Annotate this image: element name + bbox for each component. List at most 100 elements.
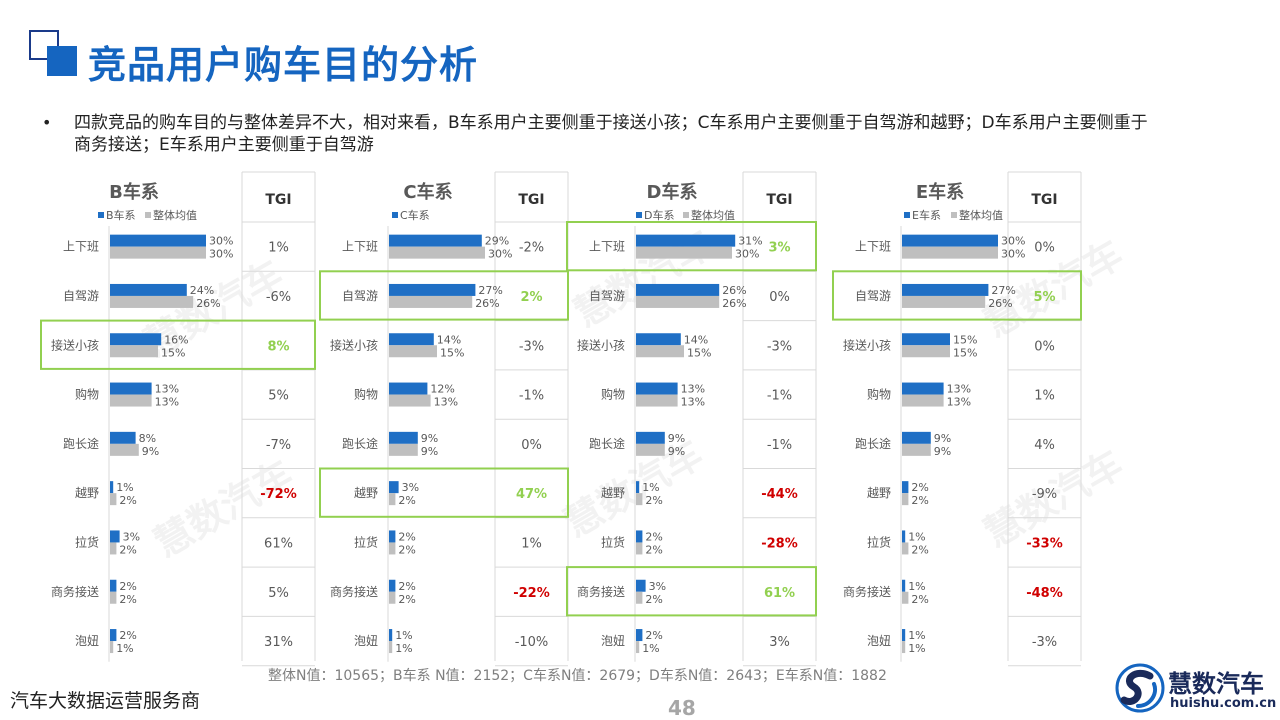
tgi-value: 4% — [1034, 438, 1055, 453]
tgi-value: 3% — [768, 241, 790, 256]
data-label-series: 29% — [485, 235, 509, 248]
data-label-overall: 15% — [953, 346, 977, 359]
data-label-series: 2% — [398, 580, 415, 593]
category-label: 泡妞 — [354, 634, 378, 648]
data-label-series: 15% — [953, 333, 977, 346]
data-label-series: 13% — [681, 383, 705, 396]
bar-overall — [902, 493, 909, 506]
data-label-series: 27% — [991, 284, 1015, 297]
tgi-value: -1% — [519, 389, 544, 404]
bar-overall — [389, 591, 396, 604]
bar-series — [902, 481, 909, 494]
data-label-series: 3% — [649, 580, 666, 593]
data-label-series: 13% — [155, 383, 179, 396]
data-label-overall: 1% — [395, 642, 412, 655]
bar-overall — [636, 591, 643, 604]
bar-series — [636, 283, 720, 296]
category-label: 泡妞 — [601, 634, 625, 648]
category-label: 自驾游 — [589, 289, 625, 303]
title-decoration-outline — [29, 30, 59, 60]
data-label-series: 30% — [1001, 235, 1025, 248]
bar-overall — [110, 542, 117, 555]
bar-series — [389, 530, 396, 543]
category-label: 拉货 — [601, 534, 625, 549]
legend-label-series: E车系 — [912, 208, 941, 222]
category-label: 上下班 — [63, 240, 99, 254]
tgi-value: -72% — [260, 487, 297, 502]
data-label-overall: 30% — [209, 248, 233, 261]
bar-overall — [389, 493, 396, 506]
bar-series — [636, 382, 678, 395]
highlight-box — [566, 221, 817, 272]
category-label: 跑长途 — [342, 436, 378, 451]
legend-label-series: B车系 — [106, 208, 136, 222]
bar-overall — [110, 591, 117, 604]
tgi-value: -3% — [767, 339, 792, 354]
data-label-overall: 13% — [947, 396, 971, 409]
tgi-value: 5% — [268, 389, 289, 404]
data-label-overall: 30% — [488, 248, 512, 261]
data-label-overall: 13% — [155, 396, 179, 409]
bar-overall — [902, 542, 909, 555]
tgi-value: 1% — [521, 536, 542, 551]
data-label-overall: 26% — [196, 297, 220, 310]
summary-text: 四款竞品的购车目的与整体差异不大，相对来看，B车系用户主要侧重于接送小孩；C车系… — [74, 113, 1148, 155]
category-label: 购物 — [354, 387, 378, 402]
bar-overall — [636, 394, 678, 407]
bar-series — [636, 629, 643, 642]
tgi-value: -10% — [515, 635, 549, 650]
bar-overall — [636, 641, 640, 654]
bar-overall — [389, 542, 396, 555]
bar-series — [902, 431, 931, 444]
data-label-overall: 30% — [735, 248, 759, 261]
bar-series — [110, 431, 136, 444]
page-number: 48 — [668, 696, 696, 720]
data-label-overall: 2% — [911, 494, 928, 507]
data-label-overall: 26% — [475, 297, 499, 310]
bar-series — [389, 629, 393, 642]
data-label-series: 8% — [139, 432, 156, 445]
tgi-value: -3% — [1032, 635, 1057, 650]
bar-overall — [389, 641, 393, 654]
data-label-overall: 9% — [142, 445, 159, 458]
data-label-overall: 26% — [988, 297, 1012, 310]
category-label: 商务接送 — [843, 584, 891, 599]
bar-overall — [636, 246, 732, 259]
data-label-series: 14% — [437, 333, 461, 346]
tgi-value: -44% — [761, 487, 798, 502]
legend-swatch-series — [636, 212, 642, 218]
bar-overall — [389, 394, 431, 407]
data-label-series: 2% — [645, 530, 662, 543]
tgi-value: -22% — [513, 586, 550, 601]
chart-title: D车系 — [647, 181, 698, 203]
bar-overall — [110, 345, 158, 358]
tgi-value: 0% — [1034, 339, 1055, 354]
data-label-series: 9% — [934, 432, 951, 445]
legend-swatch-series — [98, 212, 104, 218]
bar-series — [389, 382, 428, 395]
bar-overall — [902, 345, 950, 358]
data-label-series: 26% — [722, 284, 746, 297]
tgi-value: 0% — [769, 290, 790, 305]
bar-overall — [636, 345, 684, 358]
category-label: 泡妞 — [75, 634, 99, 648]
data-label-overall: 1% — [642, 642, 659, 655]
huishu-logo: 慧数汽车 huishu.com.cn — [1114, 662, 1276, 714]
bar-series — [636, 333, 681, 346]
highlight-box — [566, 566, 817, 617]
category-label: 上下班 — [855, 240, 891, 254]
legend-swatch-series — [392, 212, 398, 218]
bar-overall — [389, 345, 437, 358]
bar-series — [902, 382, 944, 395]
bar-overall — [110, 246, 206, 259]
tgi-value: -28% — [761, 536, 798, 551]
tgi-value: 0% — [1034, 241, 1055, 256]
bar-overall — [389, 295, 473, 308]
bar-series — [636, 530, 643, 543]
bar-series — [902, 333, 950, 346]
tgi-value: -9% — [1032, 487, 1057, 502]
data-label-overall: 2% — [119, 543, 136, 556]
data-label-series: 30% — [209, 235, 233, 248]
bar-series — [389, 283, 476, 296]
tgi-value: -2% — [519, 241, 544, 256]
